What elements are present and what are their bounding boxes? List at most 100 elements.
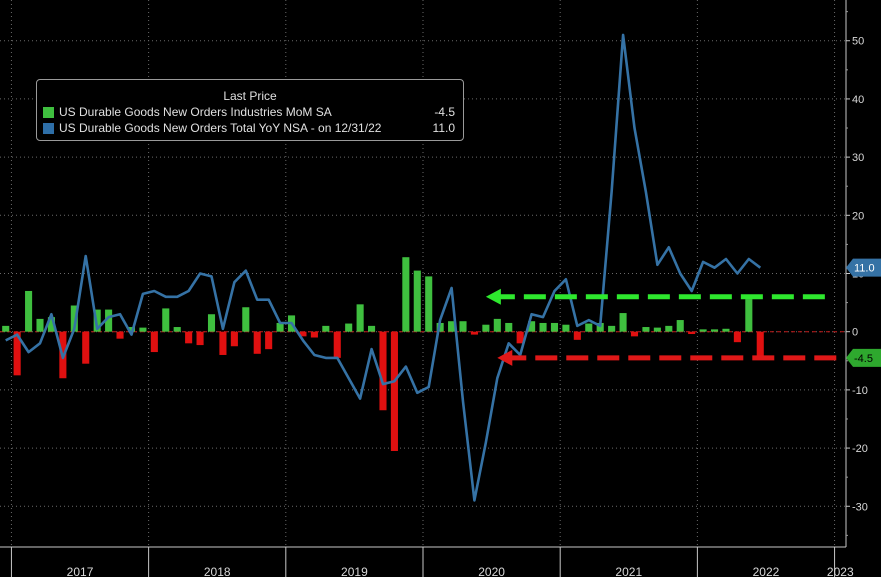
bar-30 — [345, 323, 353, 332]
bar-64 — [733, 331, 741, 343]
y-tick-label-2: 30 — [852, 152, 864, 164]
bar-45 — [516, 331, 524, 344]
bar-7 — [82, 331, 90, 364]
bar-42 — [482, 324, 490, 332]
yoy-line — [5, 33, 762, 502]
bar-10 — [116, 331, 124, 339]
legend-value-mom: -4.5 — [434, 105, 455, 119]
bar-41 — [470, 331, 478, 335]
y-tick-label-3: 20 — [852, 210, 864, 222]
bar-55 — [630, 331, 639, 337]
bar-17 — [196, 331, 204, 346]
legend-swatch-yoy — [43, 123, 54, 134]
x-axis: 2017 2018 2019 2020 2021 2022 2023 — [0, 546, 854, 577]
bar-13 — [150, 331, 158, 353]
bar-33 — [379, 331, 387, 411]
y-tick-label-7: -20 — [852, 443, 868, 455]
bar-11 — [127, 327, 136, 332]
bar-61 — [699, 329, 707, 332]
bar-26 — [299, 331, 307, 337]
bar-62 — [710, 329, 719, 332]
bar-59 — [676, 320, 684, 332]
bar-35 — [402, 257, 410, 332]
x-tick-label-1: 2018 — [204, 565, 231, 577]
bar-19 — [219, 331, 227, 355]
y-tick-label-1: 40 — [852, 94, 864, 106]
x-tick-label-0: 2017 — [67, 565, 94, 577]
bar-54 — [619, 313, 627, 332]
bar-16 — [185, 331, 193, 344]
bar-20 — [230, 331, 238, 347]
legend-entry-yoy: US Durable Goods New Orders Total YoY NS… — [37, 120, 463, 136]
bar-22 — [253, 331, 261, 354]
line-series — [5, 33, 762, 502]
legend-swatch-mom — [43, 107, 54, 118]
bar-15 — [173, 327, 181, 332]
value-flag-0 — [846, 258, 881, 277]
bar-32 — [368, 325, 376, 332]
bar-31 — [356, 304, 364, 332]
legend-label-yoy: US Durable Goods New Orders Total YoY NS… — [59, 121, 382, 135]
bar-58 — [665, 325, 673, 332]
x-tick-label-2: 2019 — [341, 565, 368, 577]
bar-12 — [139, 327, 147, 332]
bar-14 — [162, 308, 170, 332]
y-tick-label-6: -10 — [852, 385, 868, 397]
bar-18 — [207, 314, 216, 332]
x-tick-label-3: 2020 — [478, 565, 505, 577]
bar-65 — [745, 299, 753, 332]
bar-44 — [505, 322, 513, 332]
x-tick-label-4: 2021 — [615, 565, 642, 577]
bar-52 — [596, 322, 604, 332]
x-tick-label-5: 2022 — [753, 565, 780, 577]
bar-47 — [539, 322, 547, 332]
bar-63 — [722, 328, 730, 332]
bar-4 — [47, 317, 55, 332]
bar-series — [2, 257, 764, 451]
bar-3 — [36, 318, 44, 332]
y-tick-label-8: -30 — [852, 501, 868, 513]
legend-value-yoy: 11.0 — [432, 121, 455, 135]
value-flag-1 — [846, 348, 881, 367]
bar-46 — [528, 321, 536, 332]
bar-37 — [425, 276, 433, 332]
bar-0 — [2, 325, 10, 332]
annotations — [485, 288, 837, 366]
value-flag-label-1: -4.5 — [854, 353, 873, 365]
legend: Last Price US Durable Goods New Orders I… — [36, 79, 464, 141]
bar-1 — [13, 331, 21, 376]
y-tick-label-0: 50 — [852, 36, 864, 48]
bar-57 — [653, 327, 661, 332]
legend-label-mom: US Durable Goods New Orders Industries M… — [59, 105, 332, 119]
arrow-head-1 — [497, 349, 513, 366]
bar-9 — [105, 309, 113, 332]
arrow-head-0 — [485, 288, 501, 305]
bar-29 — [333, 331, 341, 358]
y-tick-label-5: 0 — [852, 327, 858, 339]
bar-48 — [550, 322, 559, 332]
bar-56 — [642, 327, 650, 332]
legend-entry-mom: US Durable Goods New Orders Industries M… — [37, 104, 463, 120]
bar-50 — [573, 331, 581, 340]
bar-27 — [310, 331, 318, 338]
bar-34 — [390, 331, 398, 451]
bar-36 — [413, 270, 421, 332]
bar-53 — [608, 325, 616, 332]
x-tick-label-6: 2023 — [827, 565, 854, 577]
bar-23 — [265, 331, 273, 350]
bar-21 — [242, 307, 250, 332]
bar-2 — [25, 290, 33, 332]
bar-6 — [70, 305, 78, 332]
bar-51 — [585, 323, 593, 332]
bar-60 — [688, 331, 696, 335]
bar-24 — [276, 322, 284, 332]
value-flag-label-0: 11.0 — [854, 263, 875, 275]
bar-66 — [756, 331, 764, 358]
bar-49 — [562, 324, 570, 332]
bar-43 — [493, 318, 501, 332]
legend-title: Last Price — [223, 89, 277, 103]
bar-28 — [322, 325, 330, 332]
